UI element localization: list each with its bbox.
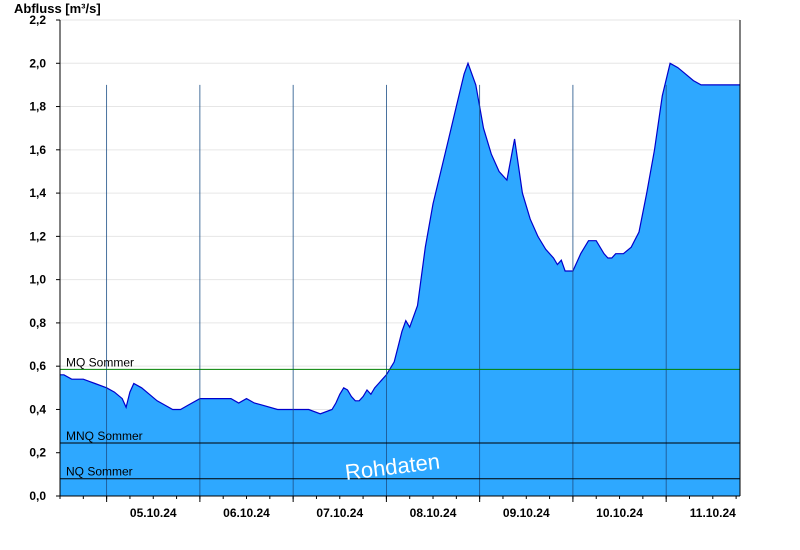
- x-ticks: 05.10.24 06.10.24 07.10.24 08.10.24 09.10.24…: [59, 496, 737, 520]
- y-tick-label: 0,0: [29, 489, 46, 503]
- y-tick-label: 0,6: [29, 359, 46, 373]
- x-tick-label: 10.10.24: [596, 506, 643, 520]
- x-tick-label: 11.10.24: [690, 506, 736, 520]
- y-tick-label: 2,0: [29, 56, 46, 70]
- x-tick-label: 08.10.24: [410, 506, 457, 520]
- day-separators: [106, 84, 667, 496]
- reference-label: NQ Sommer: [66, 465, 133, 479]
- y-tick-label: 1,0: [29, 273, 46, 287]
- y-tick-label: 1,8: [29, 100, 46, 114]
- x-tick-label: 06.10.24: [223, 506, 270, 520]
- y-tick-label: 1,2: [29, 229, 46, 243]
- y-ticks: 0,0 0,2 0,4 0,6 0,8 1,0 1,2 1,4 1,6 1,8 2,0 2,2: [29, 13, 60, 503]
- y-tick-label: 1,6: [29, 143, 46, 157]
- y-tick-label: 0,2: [29, 446, 46, 460]
- axes: [59, 20, 741, 497]
- y-tick-label: 0,8: [29, 316, 46, 330]
- x-tick-label: 09.10.24: [503, 506, 550, 520]
- reference-lines: MQ Sommer MNQ Sommer NQ Sommer: [60, 355, 740, 480]
- y-axis-label: Abfluss [m³/s]: [14, 1, 101, 16]
- reference-label: MQ Sommer: [66, 355, 134, 369]
- discharge-area: [60, 63, 740, 497]
- reference-label: MNQ Sommer: [66, 429, 143, 443]
- y-tick-label: 2,2: [29, 13, 46, 27]
- y-tick-label: 1,4: [29, 186, 46, 200]
- discharge-line: [60, 61, 740, 415]
- y-tick-label: 0,4: [29, 402, 46, 416]
- x-tick-label: 07.10.24: [316, 506, 363, 520]
- x-tick-label: 05.10.24: [130, 506, 177, 520]
